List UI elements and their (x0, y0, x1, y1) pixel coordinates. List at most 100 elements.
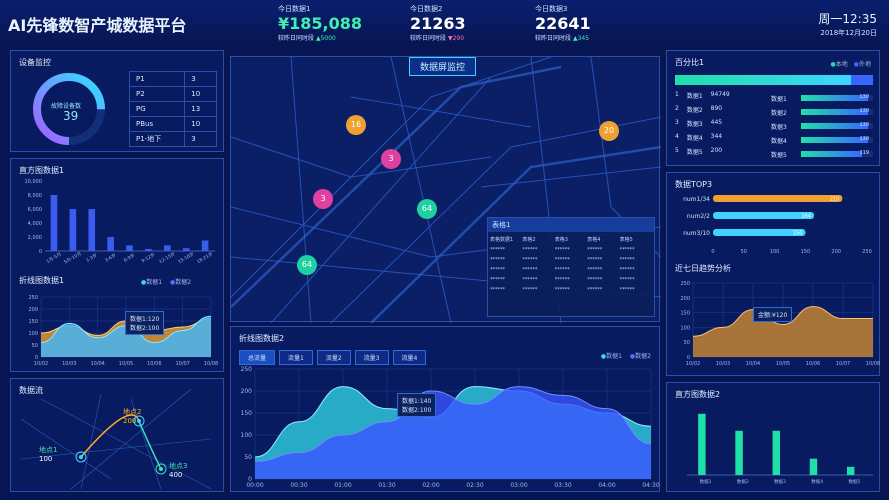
list-cell: 890 (710, 105, 723, 112)
panel-title: 折线图数据1 (19, 276, 65, 285)
table-cell: 13 (184, 101, 217, 117)
tick-label: 10/07 (175, 361, 189, 367)
category-label: num3/10 (683, 230, 710, 237)
header-bar (0, 0, 889, 46)
bar-label: 数据4 (771, 137, 787, 145)
bar-value: 119 (859, 150, 869, 156)
tooltip-line: 数据2:100 (130, 325, 160, 332)
tooltip: 数据1:140 数据2:100 (397, 393, 437, 417)
kpi-delta: 345 (577, 35, 590, 42)
tab-4[interactable]: 流量3 (354, 350, 389, 365)
flow-point-label: 地点3 (169, 462, 188, 470)
bar-fill (801, 151, 863, 157)
line2-chart: 250 200 150 100 50 000:00 00:30 01:00 01:30 02:00… (241, 366, 660, 489)
tick-label: 100 (28, 331, 38, 337)
tick-label: 2,000 (28, 235, 42, 241)
list-cell: 200 (710, 147, 723, 154)
table-header: 表格数据1 (490, 237, 514, 243)
table-cell: 10 (184, 116, 217, 132)
tick-label: 01:30 (378, 482, 395, 489)
tick-label: 数据3 (774, 478, 786, 485)
flow-panel: 数据流 地点1 100 地点2 200 地点3 400 (10, 378, 224, 492)
list-item: 数据3 130 (771, 119, 873, 133)
bar (50, 195, 58, 251)
tick-label: 3-6岁 (103, 252, 117, 264)
map-marker[interactable]: 20 (599, 121, 619, 141)
list-cell: 数据3 (686, 121, 703, 128)
table-header: 表格2 (522, 237, 536, 243)
map-marker[interactable]: 3 (313, 189, 333, 209)
series-area (255, 386, 651, 479)
tick-label: 10/08 (204, 361, 218, 367)
table-cell: 10 (184, 86, 217, 102)
tick-label: 150 (241, 410, 253, 417)
map-marker[interactable]: 64 (297, 255, 317, 275)
tab-3[interactable]: 流量2 (316, 350, 351, 365)
table-cell: 3 (184, 71, 217, 87)
legend-label: 数据2 (635, 353, 651, 360)
tick-label: 10/05 (119, 361, 133, 367)
tab-5[interactable]: 流量4 (392, 350, 427, 365)
list-item: 1 数据1 94749 (675, 91, 765, 105)
table-cell: ****** (522, 257, 538, 263)
table-cell: ****** (490, 257, 505, 263)
table-header: 表格4 (587, 237, 601, 243)
tick-label: 03:00 (510, 482, 527, 489)
list-cell: 1 (675, 91, 679, 98)
tick-label: 150 (680, 311, 690, 317)
map-title: 数据屏监控 (409, 57, 477, 76)
bar (107, 237, 114, 251)
table-cell: ****** (522, 287, 538, 293)
bar-fill (801, 95, 868, 101)
flow-point-value: 400 (169, 471, 183, 479)
tick-label: 0 (39, 249, 42, 255)
kpi-2: 今日数据2 21263 较昨日同时段 ▼290 (410, 4, 510, 42)
tick-label: 1月-5月 (45, 251, 62, 264)
tick-label: 10/04 (746, 361, 760, 367)
trend-chart: 250 200 150 100 50 010/02 10/03 10/04 10/05 10/06… (680, 281, 880, 367)
tab-2[interactable]: 流量1 (279, 350, 313, 365)
city-map (231, 57, 661, 323)
bar (69, 209, 77, 251)
kpi-sub: 较昨日同时段 (278, 35, 315, 42)
table-header: 表格5 (619, 237, 633, 243)
table-cell: ****** (619, 267, 635, 273)
tab-1[interactable]: 总流量 (239, 350, 276, 365)
kpi-delta: 5000 (320, 35, 336, 42)
bar-label: 数据3 (771, 123, 787, 131)
kpi-label: 今日数据1 (278, 5, 311, 13)
tick-label: 10/02 (34, 361, 48, 367)
tick-label: 10/06 (147, 361, 161, 367)
tick-label: 50 (741, 249, 747, 255)
kpi-value: 21263 (410, 14, 466, 33)
bar-fill (801, 123, 868, 129)
legend-label: 数据2 (175, 279, 192, 286)
tick-label: 9-12岁 (140, 251, 156, 264)
tick-label: 10/03 (62, 361, 76, 367)
bar-track: 130 (801, 122, 873, 129)
tick-label: 200 (680, 296, 690, 302)
map-marker[interactable]: 64 (417, 199, 437, 219)
tick-label: 12-15岁 (158, 250, 177, 265)
flow-point-label: 地点2 (123, 408, 142, 416)
bar (164, 245, 171, 251)
table-cell: ****** (554, 247, 570, 253)
bar (145, 248, 152, 251)
table-row: P2 10 (128, 86, 217, 102)
header-time: 周一12:35 (818, 12, 877, 26)
kpi-label: 今日数据3 (535, 5, 568, 13)
bar-label: 数据2 (771, 109, 787, 117)
hist2-panel: 直方图数据2 数据1 数据2 数据3 数据4 数据5 (666, 382, 880, 492)
list-cell: 2 (675, 105, 679, 112)
table-cell: ****** (522, 267, 538, 273)
tick-label: 200 (28, 307, 38, 313)
tick-label: 10/08 (866, 361, 880, 367)
legend-dot-icon: ● (853, 61, 859, 68)
panel-title: 折线图数据2 (239, 334, 285, 343)
list-cell: 数据1 (686, 93, 703, 100)
list-item: 数据4 130 (771, 133, 873, 147)
bar-value: 130 (859, 136, 869, 142)
map-marker[interactable]: 3 (381, 149, 401, 169)
map-marker[interactable]: 16 (346, 115, 366, 135)
flow-point-label: 地点1 (39, 446, 58, 454)
